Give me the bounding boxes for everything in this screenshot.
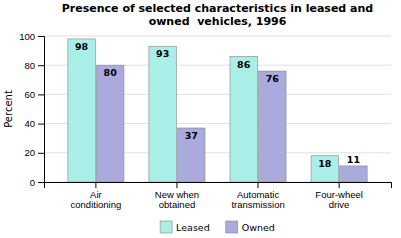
text-line: New when <box>155 189 199 200</box>
text-line: transmission <box>231 199 284 210</box>
text-line: Automatic <box>237 189 279 200</box>
y-tick: 60 <box>24 89 44 100</box>
data-label: 76 <box>266 73 280 84</box>
text-line: Four-wheel <box>315 189 363 200</box>
chart: 98 93 86 18 80 37 76 11 0 20 40 60 80 100 Aircondition… <box>0 0 401 238</box>
x-tick-label: New whenobtained <box>155 189 199 210</box>
x-tick-label: Automatictransmission <box>231 189 284 210</box>
text-line: Presence of selected characteristics in … <box>62 2 373 15</box>
x-tick-mark <box>258 182 259 188</box>
y-axis-title: Percent <box>3 90 14 128</box>
y-tick-mark <box>38 153 44 154</box>
legend-swatch <box>226 221 238 233</box>
plot: 98 93 86 18 80 37 76 11 0 20 40 60 80 100 Aircondition… <box>19 31 391 211</box>
x-tick-mark <box>339 182 340 188</box>
y-tick-label: 80 <box>24 60 35 71</box>
bar <box>259 71 286 182</box>
y-tick: 80 <box>24 60 44 71</box>
text-line: obtained <box>159 199 195 210</box>
y-tick-mark <box>38 65 44 66</box>
y-tick-mark <box>38 94 44 95</box>
bar <box>230 56 257 182</box>
y-tick-mark <box>38 124 44 125</box>
legend-label: Leased <box>176 222 210 233</box>
y-tick: 100 <box>19 31 44 42</box>
bar <box>340 166 367 182</box>
legend-label: Owned <box>242 222 275 233</box>
legend-swatch <box>160 221 172 233</box>
x-tick: Airconditioning <box>71 182 122 210</box>
grid-line <box>44 152 391 153</box>
bar <box>96 65 123 182</box>
x-tick: Automatictransmission <box>231 182 284 210</box>
y-tick: 0 <box>30 177 44 188</box>
data-label: 80 <box>104 67 118 78</box>
y-tick: 20 <box>24 147 44 158</box>
x-tick-mark <box>176 182 177 188</box>
data-label: 37 <box>185 130 198 141</box>
title: Presence of selected characteristics in … <box>62 2 373 28</box>
bars <box>68 39 367 182</box>
y-tick: 40 <box>24 118 44 129</box>
grid-line <box>44 36 391 37</box>
legend: Leased Owned <box>160 221 275 233</box>
text-line: conditioning <box>71 199 122 210</box>
grid-line <box>44 94 391 95</box>
legend-item: Leased <box>160 221 210 233</box>
data-label: 11 <box>347 154 360 165</box>
y-axis: 0 20 40 60 80 100 <box>19 31 44 188</box>
x-tick: New whenobtained <box>155 182 199 210</box>
bar <box>178 128 205 182</box>
x-tick-mark <box>95 182 96 188</box>
text-line: Air <box>90 189 102 200</box>
bar <box>68 39 95 182</box>
x-axis: Airconditioning New whenobtained Automatic… <box>45 182 392 210</box>
text-line: owned vehicles, 1996 <box>149 15 287 28</box>
data-label: 93 <box>156 48 169 59</box>
text-line: drive <box>329 199 350 210</box>
x-axis-line <box>45 183 392 189</box>
data-labels: 98 93 86 18 80 37 76 11 <box>75 41 360 169</box>
y-tick-mark <box>38 36 44 37</box>
y-tick-mark <box>38 182 44 183</box>
grid-line <box>44 123 391 124</box>
bar <box>149 46 176 182</box>
x-tick-label: Four-wheeldrive <box>315 189 363 210</box>
y-axis-line <box>38 37 45 183</box>
grid-line <box>44 65 391 66</box>
y-tick-label: 60 <box>24 89 35 100</box>
data-label: 86 <box>237 59 251 70</box>
y-tick-label: 20 <box>24 147 35 158</box>
bar <box>311 156 338 182</box>
data-label: 18 <box>318 158 332 169</box>
grid <box>44 36 391 182</box>
data-label: 98 <box>75 41 89 52</box>
legend-item: Owned <box>226 221 275 233</box>
y-tick-label: 100 <box>19 31 35 42</box>
y-tick-label: 40 <box>24 118 35 129</box>
x-tick: Four-wheeldrive <box>315 182 363 210</box>
x-tick-label: Airconditioning <box>71 189 122 210</box>
y-tick-label: 0 <box>30 177 35 188</box>
